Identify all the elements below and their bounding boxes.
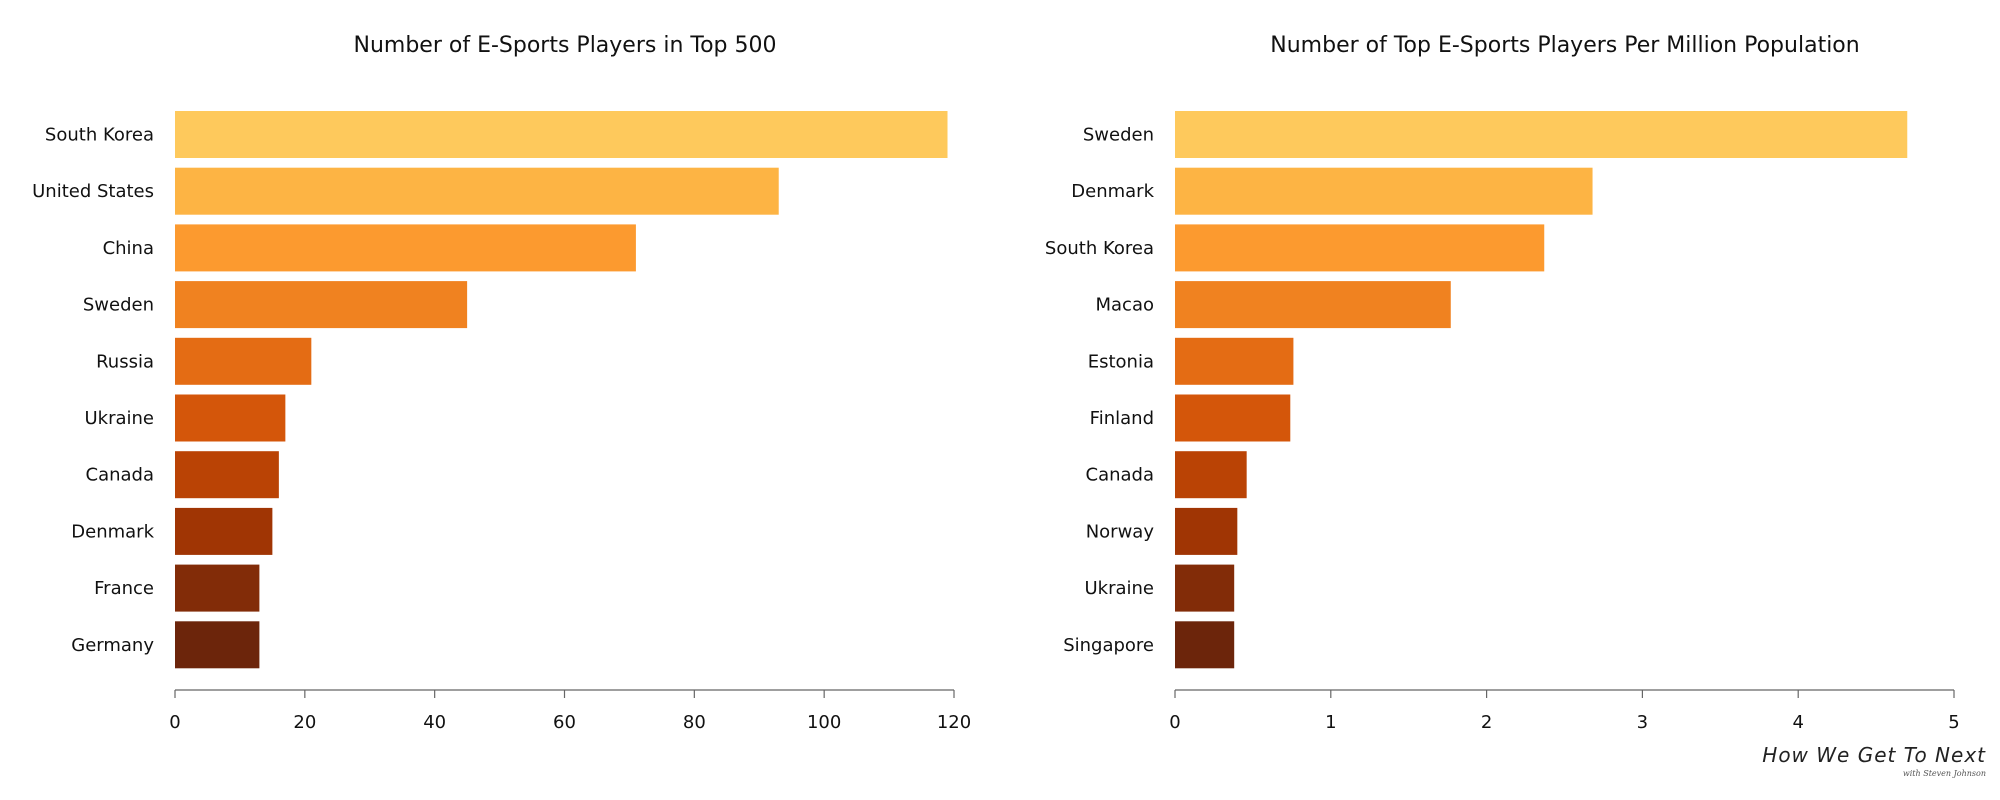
bar-china	[175, 224, 636, 272]
bar-france	[175, 564, 260, 612]
category-label: Estonia	[1088, 351, 1154, 372]
category-label: South Korea	[45, 125, 154, 146]
bar-south-korea	[175, 111, 948, 158]
bar-south-korea	[1175, 224, 1545, 272]
bar-denmark	[175, 507, 273, 555]
bar-macao	[1175, 281, 1451, 329]
chart-players-top-500: Number of E-Sports Players in Top 500 Sou…	[32, 33, 971, 733]
bar-finland	[1175, 394, 1291, 442]
x-tick-label: 60	[553, 712, 576, 733]
bar-canada	[1175, 451, 1247, 499]
bar-ukraine	[1175, 564, 1235, 612]
category-label: Ukraine	[84, 408, 154, 429]
bar-singapore	[1175, 621, 1235, 669]
category-label: Canada	[1086, 465, 1155, 486]
category-label: China	[103, 238, 154, 259]
x-tick-label: 2	[1481, 712, 1492, 733]
x-tick-label: 1	[1325, 712, 1336, 733]
bar-sweden	[175, 281, 468, 329]
category-label: France	[94, 578, 154, 599]
x-tick-label: 80	[683, 712, 706, 733]
category-label: Sweden	[83, 295, 154, 316]
brand-name: How We Get To Next	[1762, 743, 1986, 767]
bar-united-states	[175, 167, 779, 215]
x-tick-label: 0	[169, 712, 180, 733]
chart-title: Number of E-Sports Players in Top 500	[354, 33, 777, 58]
bar-germany	[175, 621, 260, 669]
chart-players-per-million: Number of Top E-Sports Players Per Milli…	[1045, 33, 1960, 733]
category-label: Finland	[1090, 408, 1154, 429]
category-label: Singapore	[1063, 635, 1154, 656]
category-label: Denmark	[71, 521, 154, 542]
bar-canada	[175, 451, 279, 499]
bar-estonia	[1175, 337, 1294, 385]
category-label: South Korea	[1045, 238, 1154, 259]
category-label: Germany	[71, 635, 154, 656]
x-tick-label: 100	[807, 712, 841, 733]
x-tick-label: 4	[1792, 712, 1803, 733]
x-tick-label: 0	[1169, 712, 1180, 733]
brand-tagline: with Steven Johnson	[1902, 769, 1986, 778]
category-label: Ukraine	[1084, 578, 1154, 599]
chart-title: Number of Top E-Sports Players Per Milli…	[1270, 33, 1859, 58]
category-label: Canada	[86, 465, 155, 486]
bar-denmark	[1175, 167, 1593, 215]
category-label: Macao	[1096, 295, 1155, 316]
category-label: Russia	[96, 351, 154, 372]
category-label: Norway	[1086, 521, 1155, 542]
x-tick-label: 40	[423, 712, 446, 733]
bar-ukraine	[175, 394, 286, 442]
x-tick-label: 120	[937, 712, 971, 733]
bar-norway	[1175, 507, 1238, 555]
category-label: Denmark	[1071, 181, 1154, 202]
category-label: United States	[32, 181, 154, 202]
category-label: Sweden	[1083, 125, 1154, 146]
bar-russia	[175, 337, 312, 385]
x-tick-label: 3	[1637, 712, 1648, 733]
bar-sweden	[1175, 111, 1908, 158]
brand-logo: How We Get To Next with Steven Johnson	[1762, 743, 1986, 778]
x-tick-label: 5	[1948, 712, 1959, 733]
x-tick-label: 20	[293, 712, 316, 733]
